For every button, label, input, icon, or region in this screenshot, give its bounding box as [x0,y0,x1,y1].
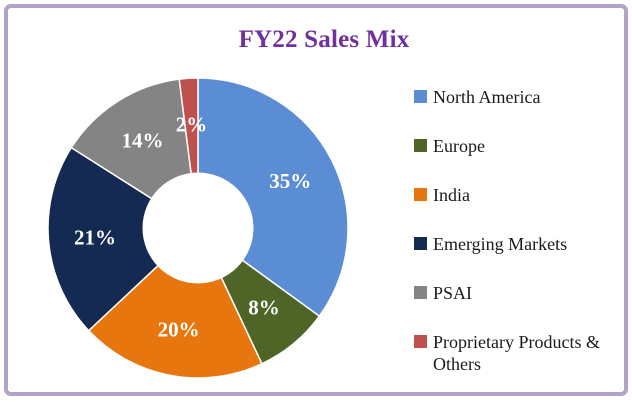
slice-label-north-america: 35% [269,169,311,193]
donut-chart: 35% 8% 20% 21% 14% 2% [47,77,349,379]
legend-swatch-emerging-markets [414,237,427,250]
chart-title: FY22 Sales Mix [238,26,410,53]
slice-label-india: 20% [158,318,200,342]
legend-swatch-north-america [414,90,427,103]
legend-label: India [433,185,470,205]
slice-label-emerging-markets: 21% [74,226,116,250]
legend-item-india: India [414,184,626,206]
slice-label-proprietary-products-others: 2% [176,113,208,137]
legend-label: Proprietary Products & Others [433,332,600,374]
legend-swatch-india [414,188,427,201]
donut-hole [142,172,254,284]
legend-label: North America [433,87,541,107]
legend-label: Emerging Markets [433,234,568,254]
legend: North America Europe India Emerging Markets… [414,86,626,402]
slice-label-europe: 8% [248,296,280,320]
legend-swatch-proprietary-products-others [414,335,427,348]
chart-panel: FY22 Sales Mix 35% 8% 20% 21% 14% 2% North Am… [4,4,628,396]
legend-item-emerging-markets: Emerging Markets [414,233,626,255]
legend-item-europe: Europe [414,135,626,157]
legend-item-psai: PSAI [414,282,626,304]
legend-label: PSAI [433,283,473,303]
legend-swatch-europe [414,139,427,152]
pie-slice-india [87,226,263,379]
legend-swatch-psai [414,286,427,299]
legend-item-proprietary-products-others: Proprietary Products & Others [414,331,626,375]
pie-slice-emerging-markets [47,146,200,332]
pie-slice-north-america [197,77,349,318]
legend-label: Europe [433,136,485,156]
legend-item-north-america: North America [414,86,626,108]
slice-label-psai: 14% [122,129,164,153]
